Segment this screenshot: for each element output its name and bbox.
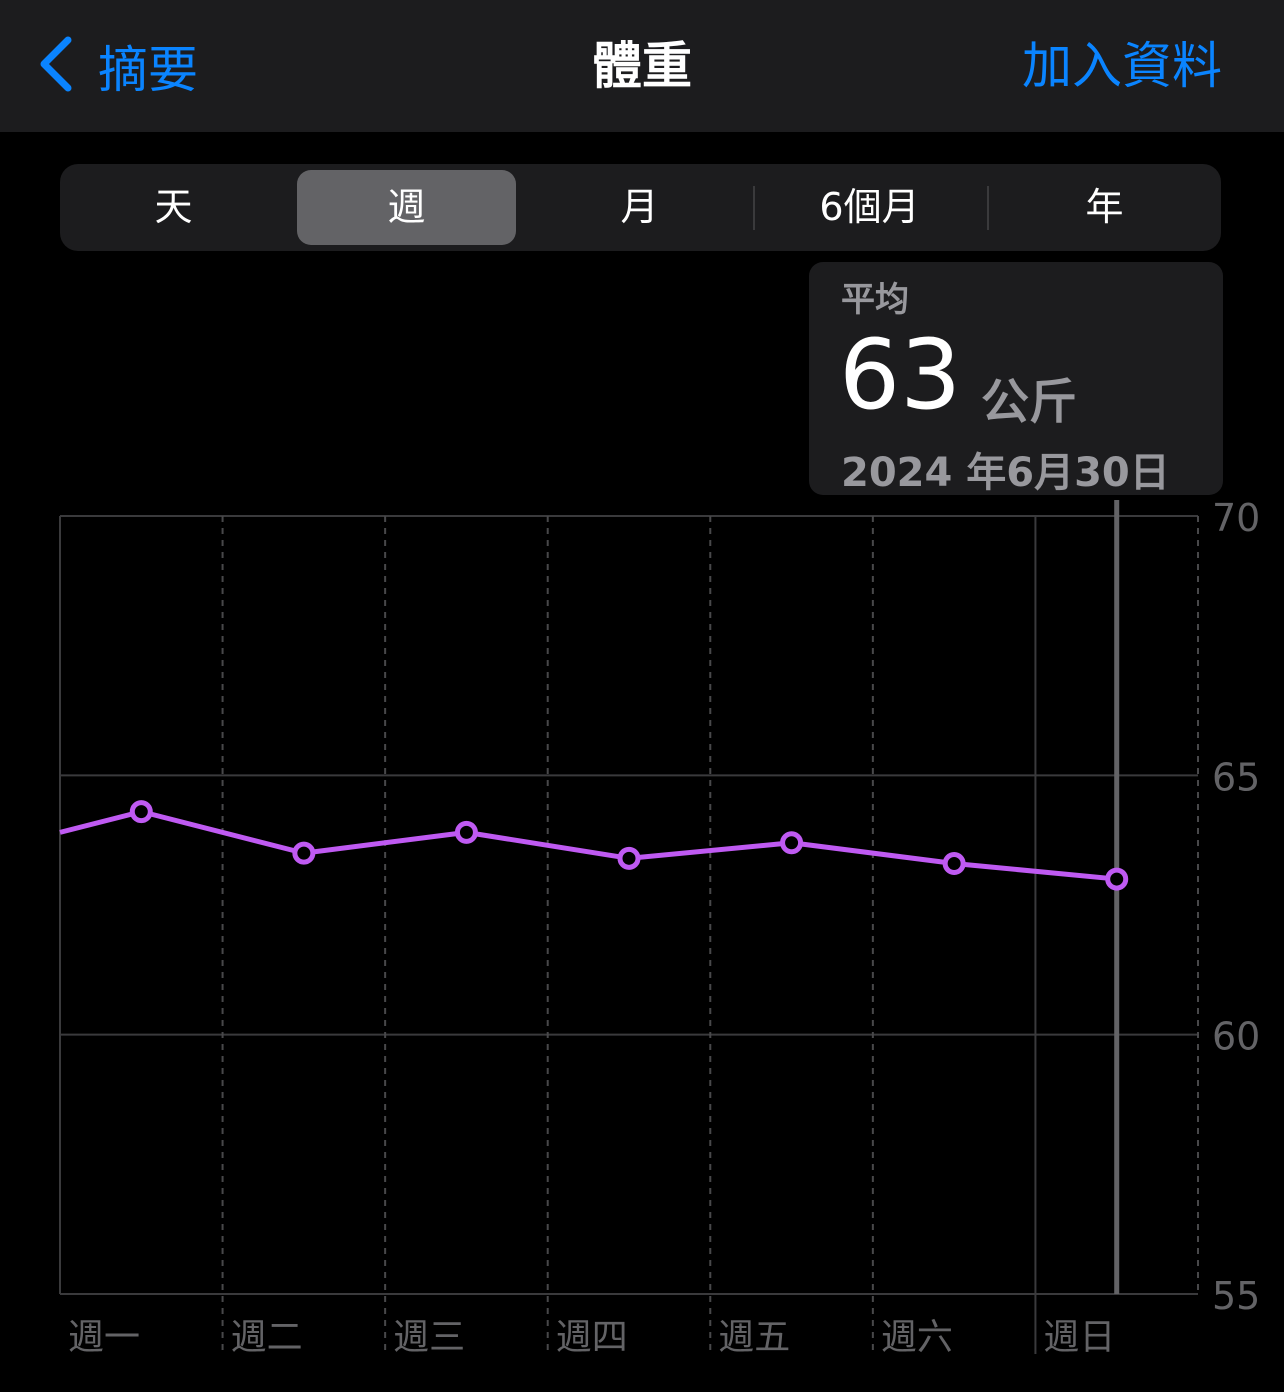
data-point — [942, 852, 966, 876]
x-tick-label: 週日 — [1043, 1317, 1115, 1358]
data-point — [454, 820, 478, 844]
series-line — [59, 809, 1117, 882]
average-label: 平均 — [841, 280, 909, 320]
x-tick-label: 週二 — [231, 1317, 303, 1358]
navigation-bar: 摘要 體重 加入資料 — [0, 0, 1284, 132]
y-tick-label: 70 — [1212, 500, 1260, 540]
y-tick-label: 65 — [1212, 755, 1260, 799]
segment-day[interactable]: 天 — [154, 185, 193, 229]
x-tick-label: 週三 — [393, 1317, 465, 1358]
data-point — [617, 846, 641, 870]
segment-month[interactable]: 月 — [620, 185, 659, 229]
average-unit: 公斤 — [981, 374, 1078, 430]
segment-week[interactable]: 週 — [297, 170, 516, 245]
average-date: 2024 年6月30日 — [841, 450, 1170, 496]
weight-line-chart[interactable]: 70 65 60 55 週一 週二 週三 週四 週五 週六 週日 — [0, 500, 1284, 1392]
x-tick-label: 週六 — [881, 1317, 953, 1358]
data-point — [780, 831, 804, 855]
back-button[interactable]: 摘要 — [36, 28, 198, 104]
data-point — [292, 841, 316, 865]
segment-divider — [753, 186, 755, 230]
data-point — [1105, 867, 1129, 891]
x-tick-label: 週四 — [556, 1317, 628, 1358]
average-value: 63 — [839, 319, 962, 431]
y-tick-label: 55 — [1212, 1274, 1260, 1318]
x-tick-label: 週五 — [718, 1317, 790, 1358]
time-range-segmented-control: 天 週 月 6個月 年 — [60, 164, 1221, 251]
x-tick-label: 週一 — [68, 1317, 140, 1358]
average-tooltip: 平均 63 公斤 2024 年6月30日 — [809, 262, 1223, 496]
segment-6-months[interactable]: 6個月 — [819, 185, 920, 229]
chevron-left-icon — [36, 34, 76, 98]
segment-year[interactable]: 年 — [1085, 185, 1124, 229]
page-title: 體重 — [592, 37, 692, 95]
y-tick-label: 60 — [1212, 1015, 1260, 1059]
back-button-label: 摘要 — [98, 41, 198, 99]
data-point — [129, 800, 153, 824]
add-data-button[interactable]: 加入資料 — [1022, 37, 1222, 95]
segment-divider — [987, 186, 989, 230]
